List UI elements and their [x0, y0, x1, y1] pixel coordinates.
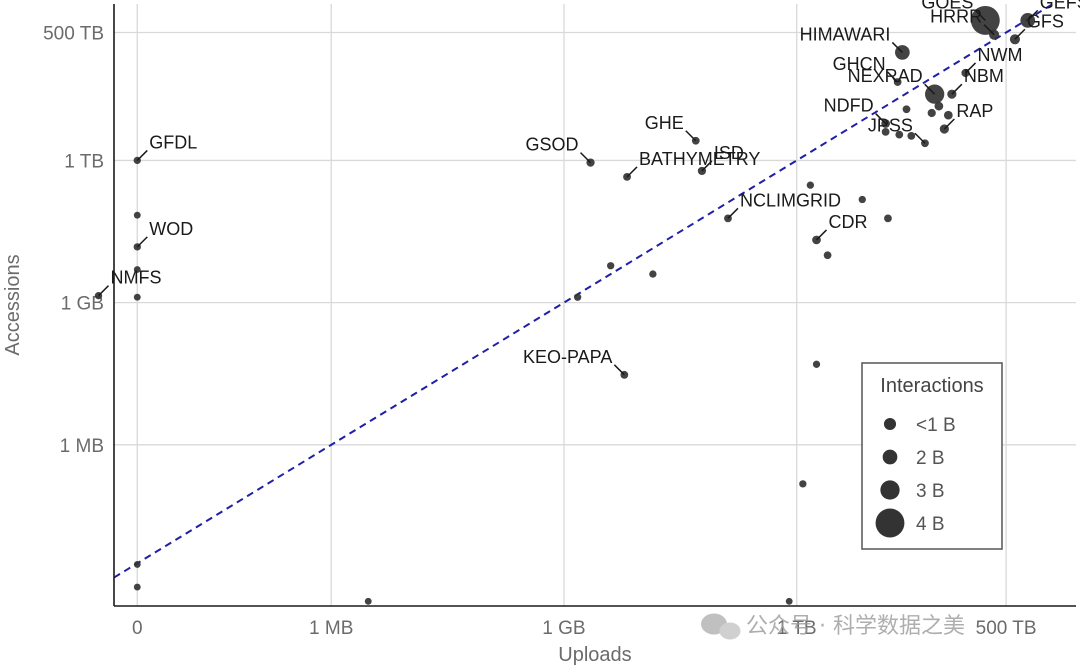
y-tick-label: 1 GB: [61, 294, 104, 315]
data-point: [927, 108, 936, 118]
legend-label: 2 B: [916, 448, 945, 469]
watermark-text: 公众号 · 科学数据之美: [746, 614, 965, 639]
label-leader-line: [887, 71, 899, 83]
label-leader-line: [815, 229, 828, 241]
point-label: NEXRAD: [848, 66, 923, 86]
data-point: [823, 251, 832, 260]
x-tick-label: 1 MB: [309, 618, 353, 639]
legend: Interactions <1 B 2 B 3 B 4 B: [861, 362, 1003, 550]
label-leader-line: [136, 149, 148, 161]
legend-symbol: [883, 417, 897, 431]
y-tick-label: 500 TB: [43, 23, 104, 44]
data-point: [364, 597, 372, 605]
data-point: [884, 214, 892, 223]
x-tick-label: 1 TB: [777, 618, 817, 639]
label-leader-line: [580, 152, 592, 164]
point-label: HRRR: [930, 7, 982, 27]
label-leader-line: [727, 207, 739, 219]
point-label: KEO-PAPA: [523, 347, 612, 367]
legend-label: 4 B: [916, 514, 945, 535]
label-leader-line: [983, 24, 995, 36]
label-leader-line: [891, 41, 903, 53]
label-leader-line: [965, 62, 977, 74]
point-label: GEFS: [1040, 0, 1080, 12]
point-label: RAP: [956, 101, 993, 121]
axes: [113, 4, 1076, 607]
x-axis-title: Uploads: [558, 644, 631, 666]
data-point: [858, 195, 866, 204]
label-leader-line: [685, 130, 697, 142]
label-leader-line: [875, 113, 887, 125]
label-leader-line: [1027, 9, 1039, 21]
x-tick-label: 500 TB: [976, 618, 1037, 639]
label-leader-line: [924, 83, 936, 95]
x-tick-label: 1 GB: [542, 618, 585, 639]
point-label: GFS: [1027, 11, 1064, 31]
data-point: [649, 270, 657, 278]
data-point: [895, 130, 904, 139]
point-label: GHCN: [833, 54, 886, 74]
x-tick-labels: 0 1 MB 1 GB 1 TB 500 TB: [132, 618, 1037, 639]
point-label: GSOD: [526, 135, 579, 155]
data-point: [799, 480, 807, 488]
grid: [114, 4, 1076, 606]
point-label: JPSS: [868, 115, 913, 135]
data-point: [573, 293, 582, 301]
data-point: [133, 583, 141, 591]
point-label: GHE: [645, 113, 684, 133]
y-tick-label: 1 MB: [60, 436, 104, 457]
point-label: NWM: [978, 45, 1023, 65]
wechat-icon: [701, 613, 741, 640]
point-label: CDR: [829, 212, 868, 232]
data-point: [934, 101, 944, 111]
legend-title: Interactions: [880, 375, 983, 397]
legend-label: 3 B: [916, 481, 945, 502]
legend-label: <1 B: [916, 415, 956, 436]
reference-line-y-equals-x: [113, 3, 1054, 579]
label-leader-line: [914, 132, 926, 144]
legend-symbol: [880, 480, 900, 500]
label-leader-line: [613, 364, 625, 376]
point-label: HIMAWARI: [800, 24, 891, 44]
y-tick-label: 1 TB: [64, 151, 104, 172]
label-leader-line: [97, 285, 110, 297]
legend-symbol: [882, 449, 898, 465]
data-point: [902, 105, 911, 114]
data-point: [607, 262, 615, 270]
y-axis-title: Accessions: [2, 254, 24, 355]
data-point: [785, 597, 793, 605]
point-label: BATHYMETRY: [639, 149, 760, 169]
data-point: [133, 266, 141, 273]
label-leader-line: [951, 83, 963, 95]
data-point: [907, 131, 916, 140]
x-tick-label: 0: [132, 618, 143, 639]
legend-symbol: [875, 508, 905, 538]
data-point: [133, 560, 141, 568]
label-leader-line: [136, 236, 148, 248]
point-label: GFDL: [149, 132, 197, 152]
label-leader-line: [974, 9, 986, 21]
label-leader-line: [943, 118, 955, 130]
data-point: [133, 293, 141, 301]
data-point: [881, 127, 890, 136]
data-point: [812, 360, 821, 368]
point-label: NDFD: [824, 96, 874, 116]
label-leader-line: [701, 160, 713, 172]
data-point: [943, 110, 953, 120]
point-label: NCLIMGRID: [740, 190, 841, 210]
point-label: GOES: [921, 0, 973, 12]
point-label: ISD: [714, 143, 744, 163]
data-point: [806, 181, 815, 189]
label-leader-line: [626, 166, 638, 178]
watermark: 公众号 · 科学数据之美: [701, 613, 965, 640]
label-leader-line: [1014, 28, 1026, 40]
point-label: NBM: [964, 66, 1004, 86]
point-label: NMFS: [110, 268, 161, 288]
point-label: WOD: [149, 219, 193, 239]
y-tick-labels: 1 MB 1 GB 1 TB 500 TB: [43, 23, 104, 456]
data-point: [133, 211, 141, 219]
